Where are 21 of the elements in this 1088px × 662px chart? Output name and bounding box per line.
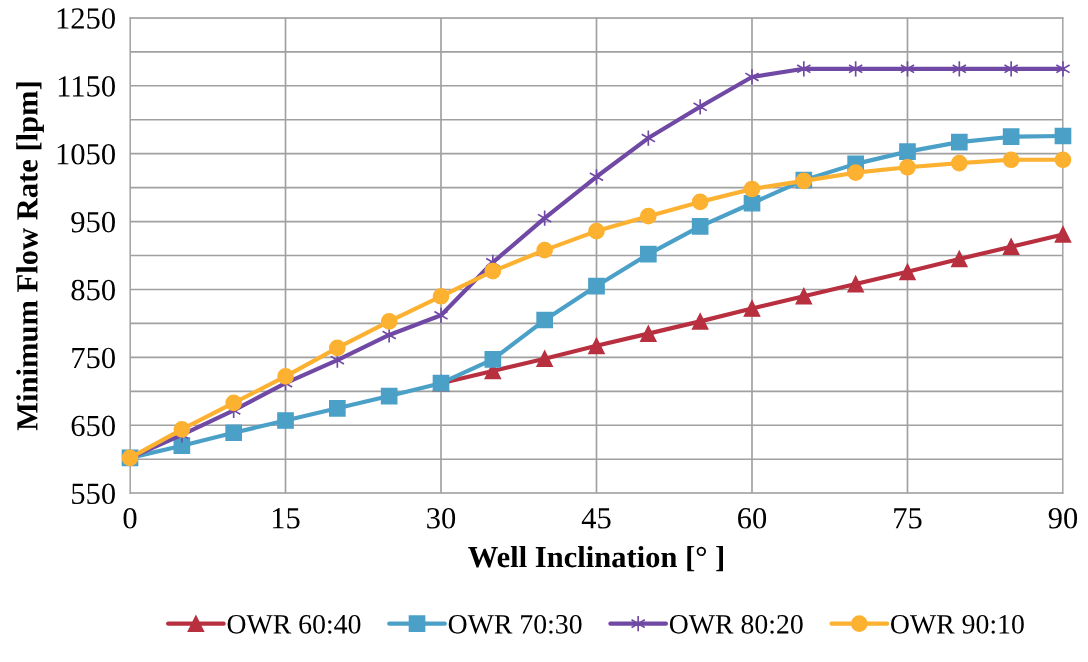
legend-label: OWR 60:40: [227, 614, 361, 634]
y-tick-label: 650: [71, 415, 115, 437]
x-axis-title: Well Inclination [° ]: [468, 545, 723, 572]
y-tick-label: 1150: [58, 76, 115, 97]
y-tick-label: 1250: [57, 8, 115, 29]
y-tick-label: 550: [72, 483, 115, 505]
y-tick-label: 850: [71, 279, 115, 301]
legend-label: OWR 90:10: [891, 614, 1024, 634]
y-tick-label: 1050: [57, 143, 115, 165]
x-tick-label: 15: [272, 508, 300, 529]
legend-label: OWR 70:30: [448, 614, 582, 634]
x-tick-label: 0: [123, 507, 137, 529]
y-tick-label: 950: [71, 211, 115, 233]
x-tick-label: 30: [427, 507, 456, 529]
x-tick-label: 45: [581, 508, 611, 529]
y-axis-title: Minimum Flow Rate [lpm]: [16, 82, 44, 431]
legend-label: OWR 80:20: [669, 614, 803, 634]
x-tick-label: 90: [1048, 507, 1078, 529]
x-tick-label: 75: [894, 508, 922, 529]
x-tick-label: 60: [738, 507, 767, 529]
y-tick-label: 750: [72, 347, 115, 369]
